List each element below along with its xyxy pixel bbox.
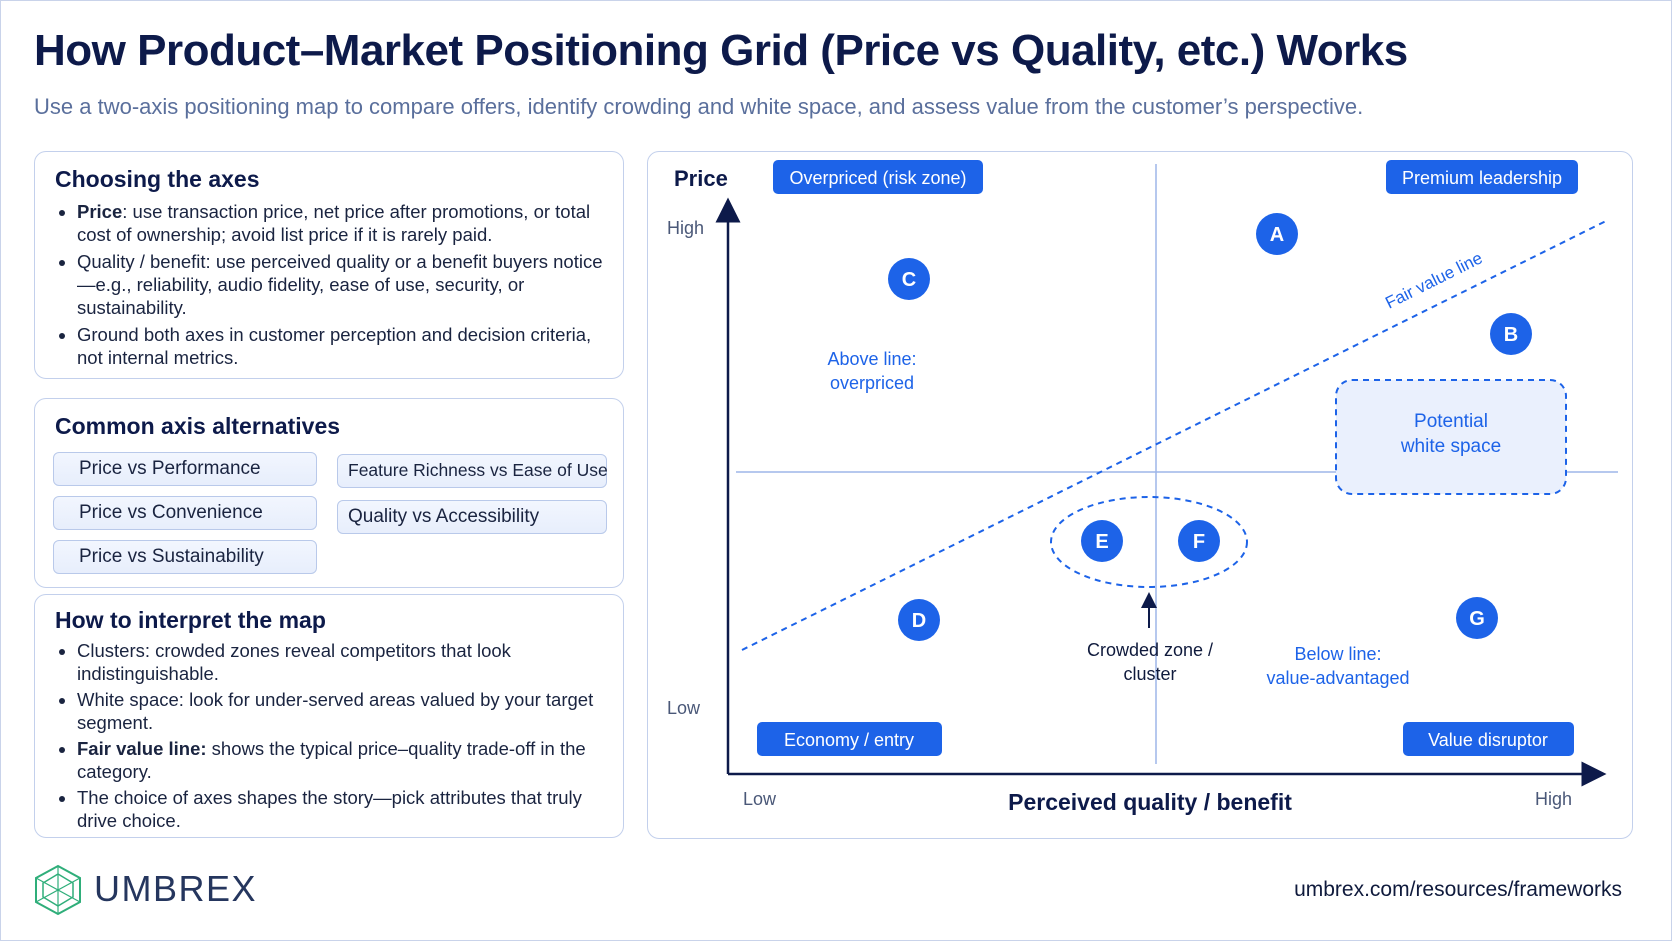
above-line-label-1: Above line:: [827, 349, 916, 369]
quadrant-pill-bottom-left: [757, 722, 942, 756]
below-line-label-2: value-advantaged: [1266, 668, 1409, 688]
point-B: B: [1490, 313, 1532, 355]
quadrant-label-bottom-right: Value disruptor: [1428, 730, 1548, 750]
svg-text:A: A: [1270, 224, 1284, 246]
list-item-text: : use transaction price, net price after…: [77, 201, 591, 245]
chip-price-performance: Price vs Performance: [53, 452, 317, 486]
axis-alternatives-heading: Common axis alternatives: [55, 413, 341, 439]
svg-text:F: F: [1193, 531, 1205, 553]
crowded-label-1: Crowded zone /: [1087, 640, 1213, 660]
y-axis-title: Price: [674, 166, 728, 191]
brand-name: UMBREX: [94, 868, 258, 909]
quadrant-label-top-right: Premium leadership: [1402, 168, 1562, 188]
choosing-axes-heading: Choosing the axes: [55, 166, 260, 192]
svg-text:B: B: [1504, 324, 1518, 346]
point-F: F: [1178, 520, 1220, 562]
white-space-zone: [1335, 379, 1567, 495]
list-item: Clusters: crowded zones reveal competito…: [77, 640, 605, 685]
list-item: White space: look for under-served areas…: [77, 689, 605, 734]
quadrant-pill-top-left: [773, 160, 983, 194]
chip-price-sustainability: Price vs Sustainability: [53, 540, 317, 574]
axis-alternatives-card: Common axis alternatives Price vs Perfor…: [34, 398, 624, 588]
x-axis-high: High: [1535, 789, 1572, 809]
below-line-label-1: Below line:: [1294, 644, 1381, 664]
chip-price-convenience: Price vs Convenience: [53, 496, 317, 530]
list-item-bold: Price: [77, 201, 123, 222]
choosing-axes-card: Choosing the axes Price: use transaction…: [34, 151, 624, 379]
crowded-cluster-zone: [1050, 496, 1248, 588]
list-item-text: Clusters: crowded zones reveal competito…: [77, 640, 511, 684]
positioning-map-panel: Fair value line Potential white space Cr…: [647, 151, 1633, 839]
list-item-bold: Fair value line:: [77, 738, 207, 759]
quadrant-pill-top-right: [1386, 160, 1578, 194]
svg-text:G: G: [1469, 608, 1485, 630]
point-A: A: [1256, 213, 1298, 255]
page-title: How Product–Market Positioning Grid (Pri…: [34, 26, 1408, 75]
list-item: Fair value line: shows the typical price…: [77, 738, 605, 783]
interpret-map-card: How to interpret the map Clusters: crowd…: [34, 594, 624, 838]
umbrex-logo-icon: [35, 864, 81, 916]
x-axis-title: Perceived quality / benefit: [1008, 789, 1292, 815]
white-space-label-2: white space: [1400, 436, 1501, 457]
positioning-map: Fair value line Potential white space Cr…: [667, 160, 1618, 815]
quadrant-pill-bottom-right: [1403, 722, 1574, 756]
chip-quality-accessibility: Quality vs Accessibility: [337, 500, 607, 534]
x-axis-low: Low: [743, 789, 777, 809]
y-axis-low: Low: [667, 698, 701, 718]
list-item: The choice of axes shapes the story—pick…: [77, 787, 605, 832]
list-item-text: shows the typical price–quality trade-of…: [77, 738, 586, 782]
footer-url[interactable]: umbrex.com/resources/frameworks: [1294, 878, 1622, 901]
interpret-map-heading: How to interpret the map: [55, 607, 326, 633]
list-item: Ground both axes in customer perception …: [77, 323, 605, 369]
svg-text:C: C: [902, 269, 916, 291]
quadrant-label-bottom-left: Economy / entry: [784, 730, 914, 750]
choosing-axes-list: Price: use transaction price, net price …: [55, 200, 605, 373]
fair-value-line-label: Fair value line: [1382, 248, 1485, 312]
chip-feature-ease: Feature Richness vs Ease of Use: [337, 454, 608, 488]
crowded-label-2: cluster: [1123, 664, 1176, 684]
point-E: E: [1081, 520, 1123, 562]
list-item: Quality / benefit: use perceived quality…: [77, 250, 605, 319]
list-item-text: Quality / benefit: use perceived quality…: [77, 251, 603, 318]
svg-text:D: D: [912, 610, 926, 632]
list-item-text: The choice of axes shapes the story—pick…: [77, 787, 582, 831]
fair-value-line: [741, 219, 1609, 651]
y-axis-high: High: [667, 218, 704, 238]
page-subtitle: Use a two-axis positioning map to compar…: [34, 94, 1364, 119]
list-item-text: White space: look for under-served areas…: [77, 689, 594, 733]
above-line-label-2: overpriced: [830, 373, 914, 393]
point-G: G: [1456, 597, 1498, 639]
list-item-text: Ground both axes in customer perception …: [77, 324, 592, 368]
list-item: Price: use transaction price, net price …: [77, 200, 605, 246]
point-D: D: [898, 599, 940, 641]
quadrant-label-top-left: Overpriced (risk zone): [789, 168, 966, 188]
point-C: C: [888, 258, 930, 300]
svg-text:E: E: [1095, 531, 1108, 553]
white-space-label-1: Potential: [1414, 411, 1488, 432]
interpret-map-list: Clusters: crowded zones reveal competito…: [55, 640, 605, 836]
